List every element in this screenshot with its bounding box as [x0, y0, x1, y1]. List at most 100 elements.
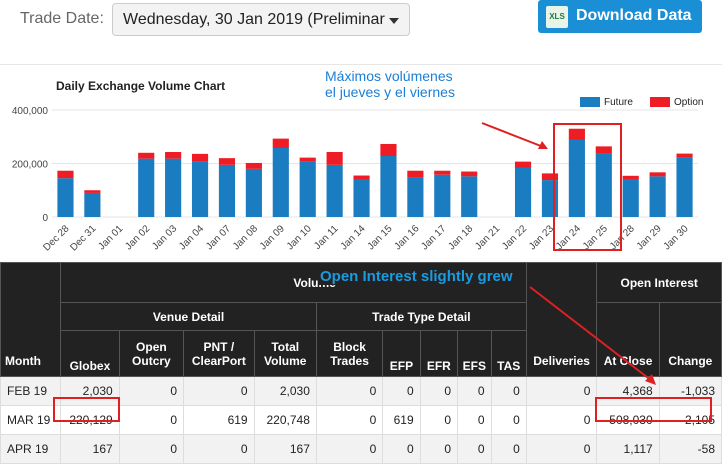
bar-option — [461, 171, 478, 177]
x-tick-label: Jan 21 — [473, 223, 502, 252]
table-cell: 619 — [382, 405, 421, 435]
chart-annotation-line1: Máximos volúmenes — [325, 68, 453, 84]
table-cell: 2,030 — [60, 376, 120, 406]
trade-date-label: Trade Date: — [20, 10, 104, 27]
col-open-outcry: Open Outcry — [118, 330, 185, 377]
col-efr: EFR — [419, 330, 459, 377]
table-cell: APR 19 — [0, 434, 62, 464]
x-tick-label: Jan 10 — [285, 223, 314, 252]
bar-option — [191, 153, 209, 162]
table-cell: 0 — [419, 434, 459, 464]
chevron-down-icon — [389, 18, 399, 24]
table-cell: 0 — [525, 434, 598, 464]
top-toolbar: Trade Date: Wednesday, 30 Jan 2019 (Prel… — [0, 0, 722, 60]
x-tick-label: Jan 09 — [258, 223, 287, 252]
bar-option — [407, 170, 424, 178]
legend-option: Option — [650, 97, 703, 108]
x-tick-label: Jan 16 — [392, 223, 421, 252]
table-cell: -1,033 — [658, 376, 722, 406]
table-row: APR 19 167 0 0 167 0 0 0 0 0 0 1,117 -58 — [0, 434, 722, 464]
col-globex: Globex — [60, 330, 120, 377]
x-tick-label: Jan 23 — [527, 223, 556, 252]
table-cell: 0 — [457, 376, 492, 406]
table-cell: 619 — [183, 405, 255, 435]
download-data-button[interactable]: XLS Download Data — [538, 0, 702, 33]
excel-icon: XLS — [546, 6, 568, 28]
bar-option — [138, 152, 155, 159]
bar-future — [380, 156, 397, 217]
volume-table: Month Volume Deliveries Open Interest Ve… — [0, 262, 722, 464]
legend-option-swatch — [650, 97, 670, 108]
bar-future — [218, 164, 236, 217]
bar-option — [218, 158, 236, 165]
bar-option — [649, 172, 666, 177]
bar-option — [84, 190, 101, 193]
x-tick-label: Jan 29 — [635, 223, 664, 252]
table-row: MAR 19 220,129 0 619 220,748 0 619 0 0 0 0 508,030 2… — [0, 405, 722, 435]
table-cell: 220,129 — [60, 405, 120, 435]
table-cell: 0 — [419, 405, 459, 435]
table-cell: 0 — [490, 434, 527, 464]
x-tick-label: Jan 15 — [366, 223, 395, 252]
header-open-interest: Open Interest — [596, 262, 722, 303]
bar-future — [165, 158, 182, 217]
x-tick-label: Jan 03 — [150, 223, 179, 252]
table-cell: 1,117 — [596, 434, 660, 464]
table-cell: 0 — [382, 434, 421, 464]
chart-annotation: Máximos volúmenes el jueves y el viernes — [325, 68, 455, 100]
bar-option — [165, 151, 182, 159]
bar-option — [595, 146, 612, 154]
bar-option — [299, 157, 316, 162]
x-tick-label: Jan 17 — [419, 223, 448, 252]
x-tick-label: Dec 31 — [68, 223, 98, 253]
col-efp: EFP — [382, 330, 421, 377]
table-cell: 0 — [457, 434, 492, 464]
x-tick-label: Jan 25 — [581, 223, 610, 252]
bar-option — [272, 138, 289, 148]
bar-option — [57, 170, 74, 179]
header-venue-detail: Venue Detail — [60, 302, 317, 331]
trade-date-select[interactable]: Wednesday, 30 Jan 2019 (Preliminar — [112, 3, 410, 36]
col-efs: EFS — [457, 330, 492, 377]
table-cell: 0 — [183, 376, 255, 406]
bar-option — [353, 175, 370, 180]
table-cell: 0 — [118, 405, 185, 435]
x-tick-label: Jan 18 — [446, 223, 475, 252]
col-pnt-clearport: PNT / ClearPort — [183, 330, 255, 377]
legend-future-swatch — [580, 97, 600, 108]
x-tick-label: Jan 14 — [339, 223, 368, 252]
table-cell: 0 — [490, 376, 527, 406]
bar-future — [138, 158, 155, 217]
y-tick-label: 400,000 — [12, 106, 49, 117]
bar-future — [272, 147, 289, 217]
header-volume: Volume — [60, 262, 527, 303]
table-cell: 0 — [315, 434, 384, 464]
x-tick-label: Jan 02 — [123, 223, 152, 252]
bar-future — [299, 161, 316, 217]
table-cell: 167 — [253, 434, 317, 464]
table-cell: 0 — [525, 376, 598, 406]
table-cell: 2,105 — [658, 405, 722, 435]
legend-option-label: Option — [674, 97, 704, 108]
bar-future — [57, 178, 74, 217]
x-tick-label: Jan 28 — [608, 223, 637, 252]
bar-future — [461, 176, 478, 217]
col-month: Month — [0, 262, 62, 377]
bar-future — [676, 157, 693, 217]
bar-option — [245, 162, 262, 169]
col-block-trades: Block Trades — [315, 330, 384, 377]
col-at-close: At Close — [596, 302, 660, 377]
table-cell: 220,748 — [253, 405, 317, 435]
download-data-label: Download Data — [576, 7, 692, 24]
table-cell: 167 — [60, 434, 120, 464]
bar-future — [541, 180, 559, 217]
header-trade-type-detail: Trade Type Detail — [315, 302, 527, 331]
col-total-volume: Total Volume — [253, 330, 317, 377]
col-deliveries: Deliveries — [525, 262, 598, 377]
bar-option — [541, 173, 559, 181]
x-tick-label: Jan 24 — [554, 223, 583, 252]
x-tick-label: Jan 22 — [500, 223, 529, 252]
chart-annotation-line2: el jueves y el viernes — [325, 84, 455, 100]
bar-option — [514, 161, 532, 168]
